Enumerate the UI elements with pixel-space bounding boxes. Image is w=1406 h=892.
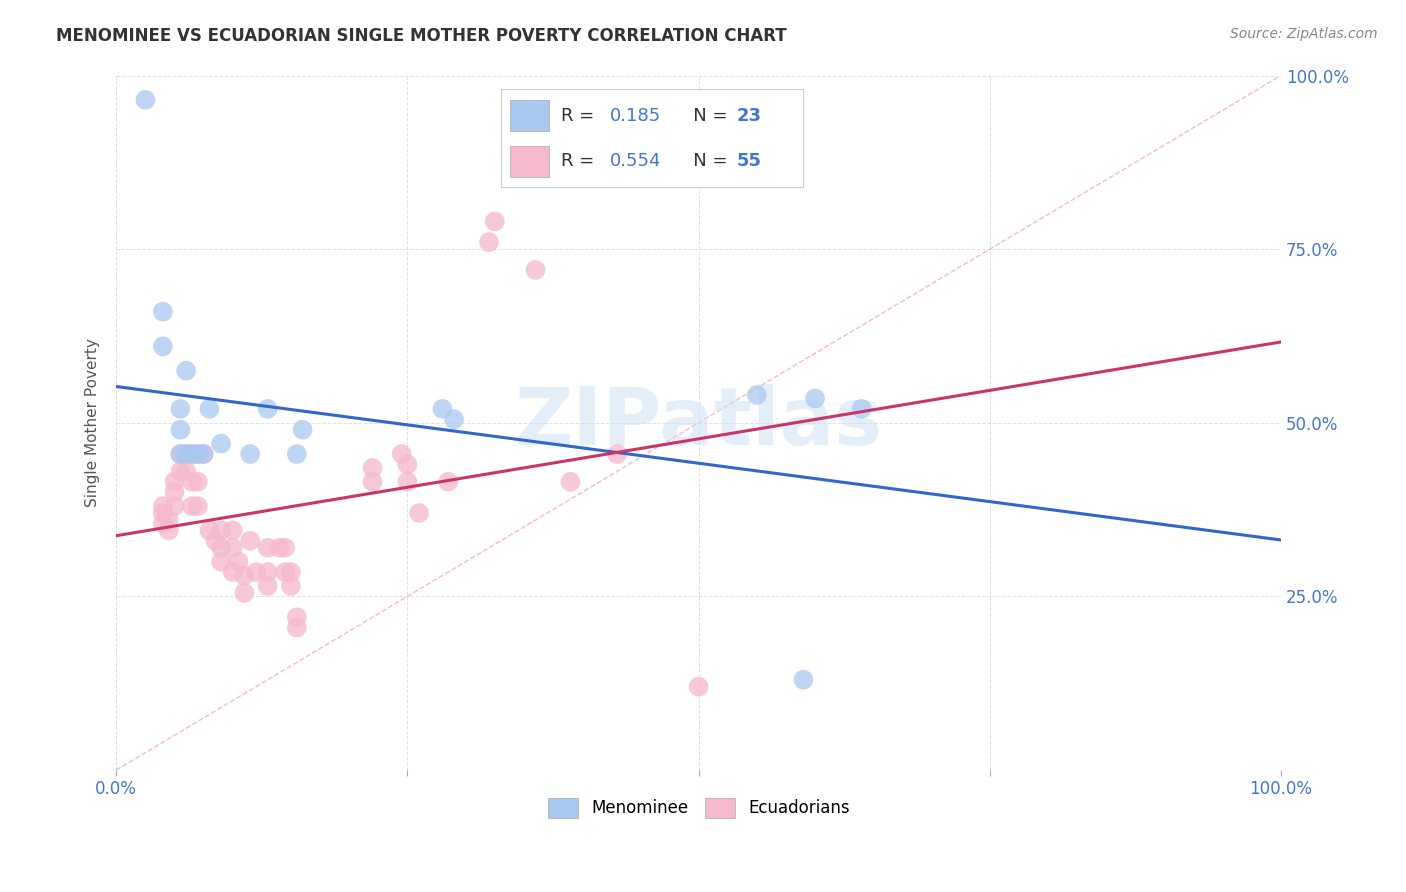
Point — [152, 339, 174, 353]
Point — [181, 475, 204, 489]
Point — [280, 565, 302, 579]
Point — [274, 565, 297, 579]
Point — [291, 423, 314, 437]
Point — [285, 610, 308, 624]
Point — [437, 475, 460, 489]
Point — [606, 447, 628, 461]
Point — [198, 401, 221, 416]
Point — [222, 565, 245, 579]
Point — [181, 447, 204, 461]
Point — [174, 364, 197, 378]
Point — [163, 485, 186, 500]
Point — [187, 475, 209, 489]
Point — [222, 524, 245, 538]
Text: MENOMINEE VS ECUADORIAN SINGLE MOTHER POVERTY CORRELATION CHART: MENOMINEE VS ECUADORIAN SINGLE MOTHER PO… — [56, 27, 787, 45]
Point — [169, 423, 191, 437]
Point — [792, 673, 814, 687]
Point — [256, 401, 278, 416]
Point — [245, 565, 267, 579]
Point — [239, 533, 262, 548]
Point — [169, 464, 191, 478]
Point — [157, 513, 180, 527]
Point — [209, 541, 232, 555]
Point — [152, 499, 174, 513]
Point — [484, 214, 506, 228]
Point — [804, 392, 827, 406]
Point — [274, 541, 297, 555]
Point — [396, 458, 419, 472]
Point — [560, 475, 582, 489]
Point — [285, 447, 308, 461]
Point — [222, 541, 245, 555]
Point — [256, 579, 278, 593]
Point — [187, 499, 209, 513]
Point — [280, 579, 302, 593]
Point — [181, 499, 204, 513]
Point — [851, 401, 873, 416]
Point — [169, 447, 191, 461]
Point — [478, 235, 501, 250]
Point — [209, 555, 232, 569]
Point — [198, 524, 221, 538]
Point — [228, 555, 250, 569]
Point — [361, 461, 384, 475]
Point — [174, 447, 197, 461]
Point — [134, 93, 156, 107]
Point — [163, 475, 186, 489]
Point — [269, 541, 291, 555]
Point — [688, 680, 710, 694]
Point — [157, 524, 180, 538]
Point — [745, 388, 768, 402]
Point — [209, 436, 232, 450]
Point — [152, 506, 174, 520]
Legend: Menominee, Ecuadorians: Menominee, Ecuadorians — [541, 791, 856, 824]
Text: Source: ZipAtlas.com: Source: ZipAtlas.com — [1230, 27, 1378, 41]
Point — [204, 533, 226, 548]
Point — [187, 447, 209, 461]
Point — [163, 499, 186, 513]
Point — [187, 447, 209, 461]
Point — [256, 565, 278, 579]
Point — [524, 263, 547, 277]
Point — [193, 447, 215, 461]
Text: ZIPatlas: ZIPatlas — [515, 384, 883, 462]
Y-axis label: Single Mother Poverty: Single Mother Poverty — [86, 338, 100, 508]
Point — [233, 568, 256, 582]
Point — [239, 447, 262, 461]
Point — [391, 447, 413, 461]
Point — [408, 506, 430, 520]
Point — [285, 621, 308, 635]
Point — [256, 541, 278, 555]
Point — [174, 447, 197, 461]
Point — [152, 516, 174, 531]
Point — [152, 304, 174, 318]
Point — [193, 447, 215, 461]
Point — [443, 412, 465, 426]
Point — [396, 475, 419, 489]
Point — [174, 464, 197, 478]
Point — [209, 524, 232, 538]
Point — [181, 447, 204, 461]
Point — [169, 401, 191, 416]
Point — [432, 401, 454, 416]
Point — [233, 586, 256, 600]
Point — [361, 475, 384, 489]
Point — [169, 447, 191, 461]
